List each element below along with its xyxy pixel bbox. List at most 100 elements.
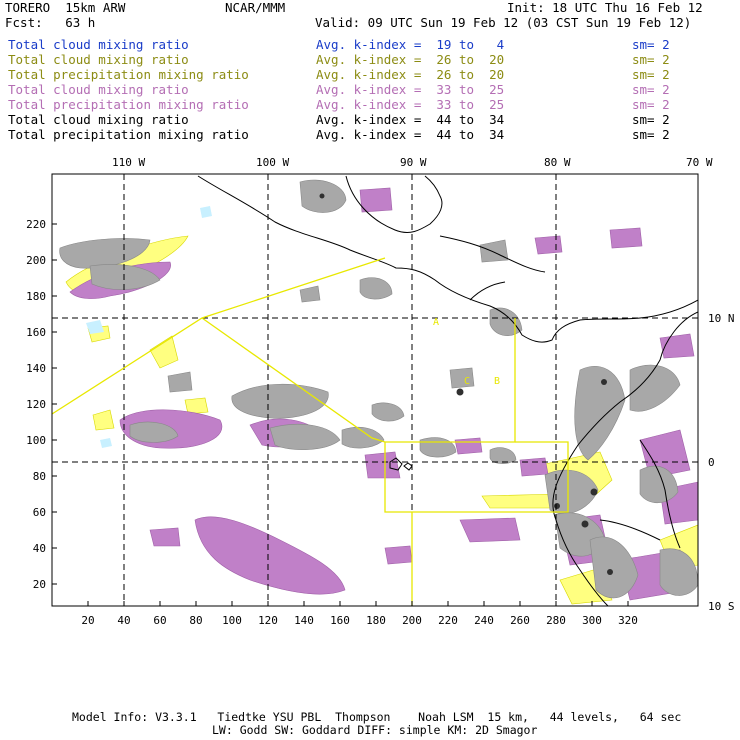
- dark-core: [581, 520, 589, 528]
- legend-row: Total cloud mixing ratio: [8, 52, 189, 67]
- footer-physics-info: LW: Godd SW: Goddard DIFF: simple KM: 2D…: [212, 723, 538, 737]
- y-index-label: 40: [33, 542, 46, 555]
- y-index-label: 180: [26, 290, 46, 303]
- y-index-label: 160: [26, 326, 46, 339]
- x-index-label: 220: [438, 614, 458, 627]
- region-label-a: A: [433, 317, 439, 328]
- y-index-labels: 220 200 180 160 140 120 100 80 60 40 20: [26, 218, 46, 591]
- gray-field-areas: [59, 179, 698, 599]
- legend-sm: sm= 2: [632, 82, 670, 97]
- country-border: [469, 281, 506, 301]
- dark-core: [319, 193, 325, 199]
- map-fields: [52, 174, 698, 606]
- coastline-central-america: [197, 175, 698, 343]
- lon-label: 80 W: [544, 156, 571, 169]
- dark-core: [554, 503, 560, 509]
- legend-kindex: Avg. k-index = 26 to 20: [316, 52, 505, 67]
- x-index-label: 200: [402, 614, 422, 627]
- legend-field: Total cloud mixing ratio: [8, 112, 189, 127]
- x-index-label: 40: [117, 614, 130, 627]
- legend-sm: sm= 2: [632, 52, 670, 67]
- init-time: Init: 18 UTC Thu 16 Feb 12: [507, 0, 703, 15]
- legend-row: Total precipitation mixing ratio: [8, 67, 249, 82]
- x-index-label: 240: [474, 614, 494, 627]
- y-index-label: 140: [26, 362, 46, 375]
- yellow-area: [149, 335, 179, 369]
- country-border: [599, 519, 661, 541]
- y-index-label: 220: [26, 218, 46, 231]
- y-index-label: 100: [26, 434, 46, 447]
- gray-area: [59, 238, 151, 269]
- gray-area: [489, 307, 523, 336]
- legend-kindex: Avg. k-index = 44 to 34: [316, 112, 505, 127]
- x-index-label: 300: [582, 614, 602, 627]
- y-index-label: 20: [33, 578, 46, 591]
- dark-core: [590, 488, 598, 496]
- violet-area: [454, 437, 483, 455]
- legend-sm: sm= 2: [632, 112, 670, 127]
- violet-area: [609, 227, 643, 249]
- gray-area: [589, 536, 639, 599]
- gray-area: [231, 383, 329, 419]
- gray-area: [371, 402, 405, 422]
- valid-time: Valid: 09 UTC Sun 19 Feb 12 (03 CST Sun …: [315, 15, 692, 30]
- lon-label: 110 W: [112, 156, 145, 169]
- legend-row: Total precipitation mixing ratio: [8, 127, 249, 142]
- gray-area: [89, 264, 161, 290]
- lat-lon-grid: [52, 174, 698, 606]
- gray-area: [129, 421, 179, 443]
- legend-sm: sm= 2: [632, 127, 670, 142]
- violet-area: [194, 516, 346, 595]
- gray-area: [449, 367, 475, 389]
- legend-kindex: Avg. k-index = 19 to 4: [316, 37, 505, 52]
- gray-area: [341, 427, 385, 449]
- gray-area: [639, 465, 679, 504]
- coastlines: [197, 175, 698, 606]
- violet-area: [519, 457, 549, 477]
- y-index-label: 120: [26, 398, 46, 411]
- footer-model-info: Model Info: V3.3.1 Tiedtke YSU PBL Thomp…: [72, 710, 682, 724]
- legend-field: Total cloud mixing ratio: [8, 52, 189, 67]
- gray-area: [574, 365, 626, 461]
- x-index-label: 260: [510, 614, 530, 627]
- x-index-label: 80: [189, 614, 202, 627]
- tick-marks: [52, 223, 629, 606]
- gray-area: [299, 285, 321, 303]
- violet-area: [534, 235, 563, 255]
- y-index-label: 60: [33, 506, 46, 519]
- cyan-area: [86, 320, 104, 334]
- legend-sm: sm= 2: [632, 97, 670, 112]
- legend-kindex: Avg. k-index = 26 to 20: [316, 67, 505, 82]
- region-label-c: C: [464, 376, 470, 387]
- boundary-box-c: [384, 441, 569, 513]
- legend-kindex: Avg. k-index = 33 to 25: [316, 82, 505, 97]
- lat-label: 0: [708, 456, 715, 469]
- gray-area: [479, 239, 509, 263]
- legend-kindex: Avg. k-index = 33 to 25: [316, 97, 505, 112]
- organization: NCAR/MMM: [225, 0, 286, 15]
- gray-area: [489, 447, 517, 464]
- x-index-label: 60: [153, 614, 166, 627]
- lat-label: 10 S: [708, 600, 735, 613]
- gray-area: [419, 437, 457, 458]
- y-index-label: 80: [33, 470, 46, 483]
- violet-area: [359, 187, 393, 213]
- violet-area: [364, 451, 401, 479]
- legend-row: Total cloud mixing ratio: [8, 82, 189, 97]
- yellow-area: [92, 409, 115, 431]
- region-label-b: B: [494, 376, 500, 387]
- map-frame: [51, 173, 699, 607]
- x-index-label: 320: [618, 614, 638, 627]
- gray-area: [659, 548, 698, 596]
- model-title: TORERO 15km ARW: [5, 0, 126, 15]
- legend-row: Total cloud mixing ratio: [8, 112, 189, 127]
- x-index-label: 20: [81, 614, 94, 627]
- legend-field: Total precipitation mixing ratio: [8, 67, 249, 82]
- domain-boundaries: [52, 257, 569, 606]
- violet-area: [459, 517, 521, 543]
- x-index-label: 140: [294, 614, 314, 627]
- legend-kindex: Avg. k-index = 44 to 34: [316, 127, 505, 142]
- x-index-label: 160: [330, 614, 350, 627]
- legend-field: Total precipitation mixing ratio: [8, 97, 249, 112]
